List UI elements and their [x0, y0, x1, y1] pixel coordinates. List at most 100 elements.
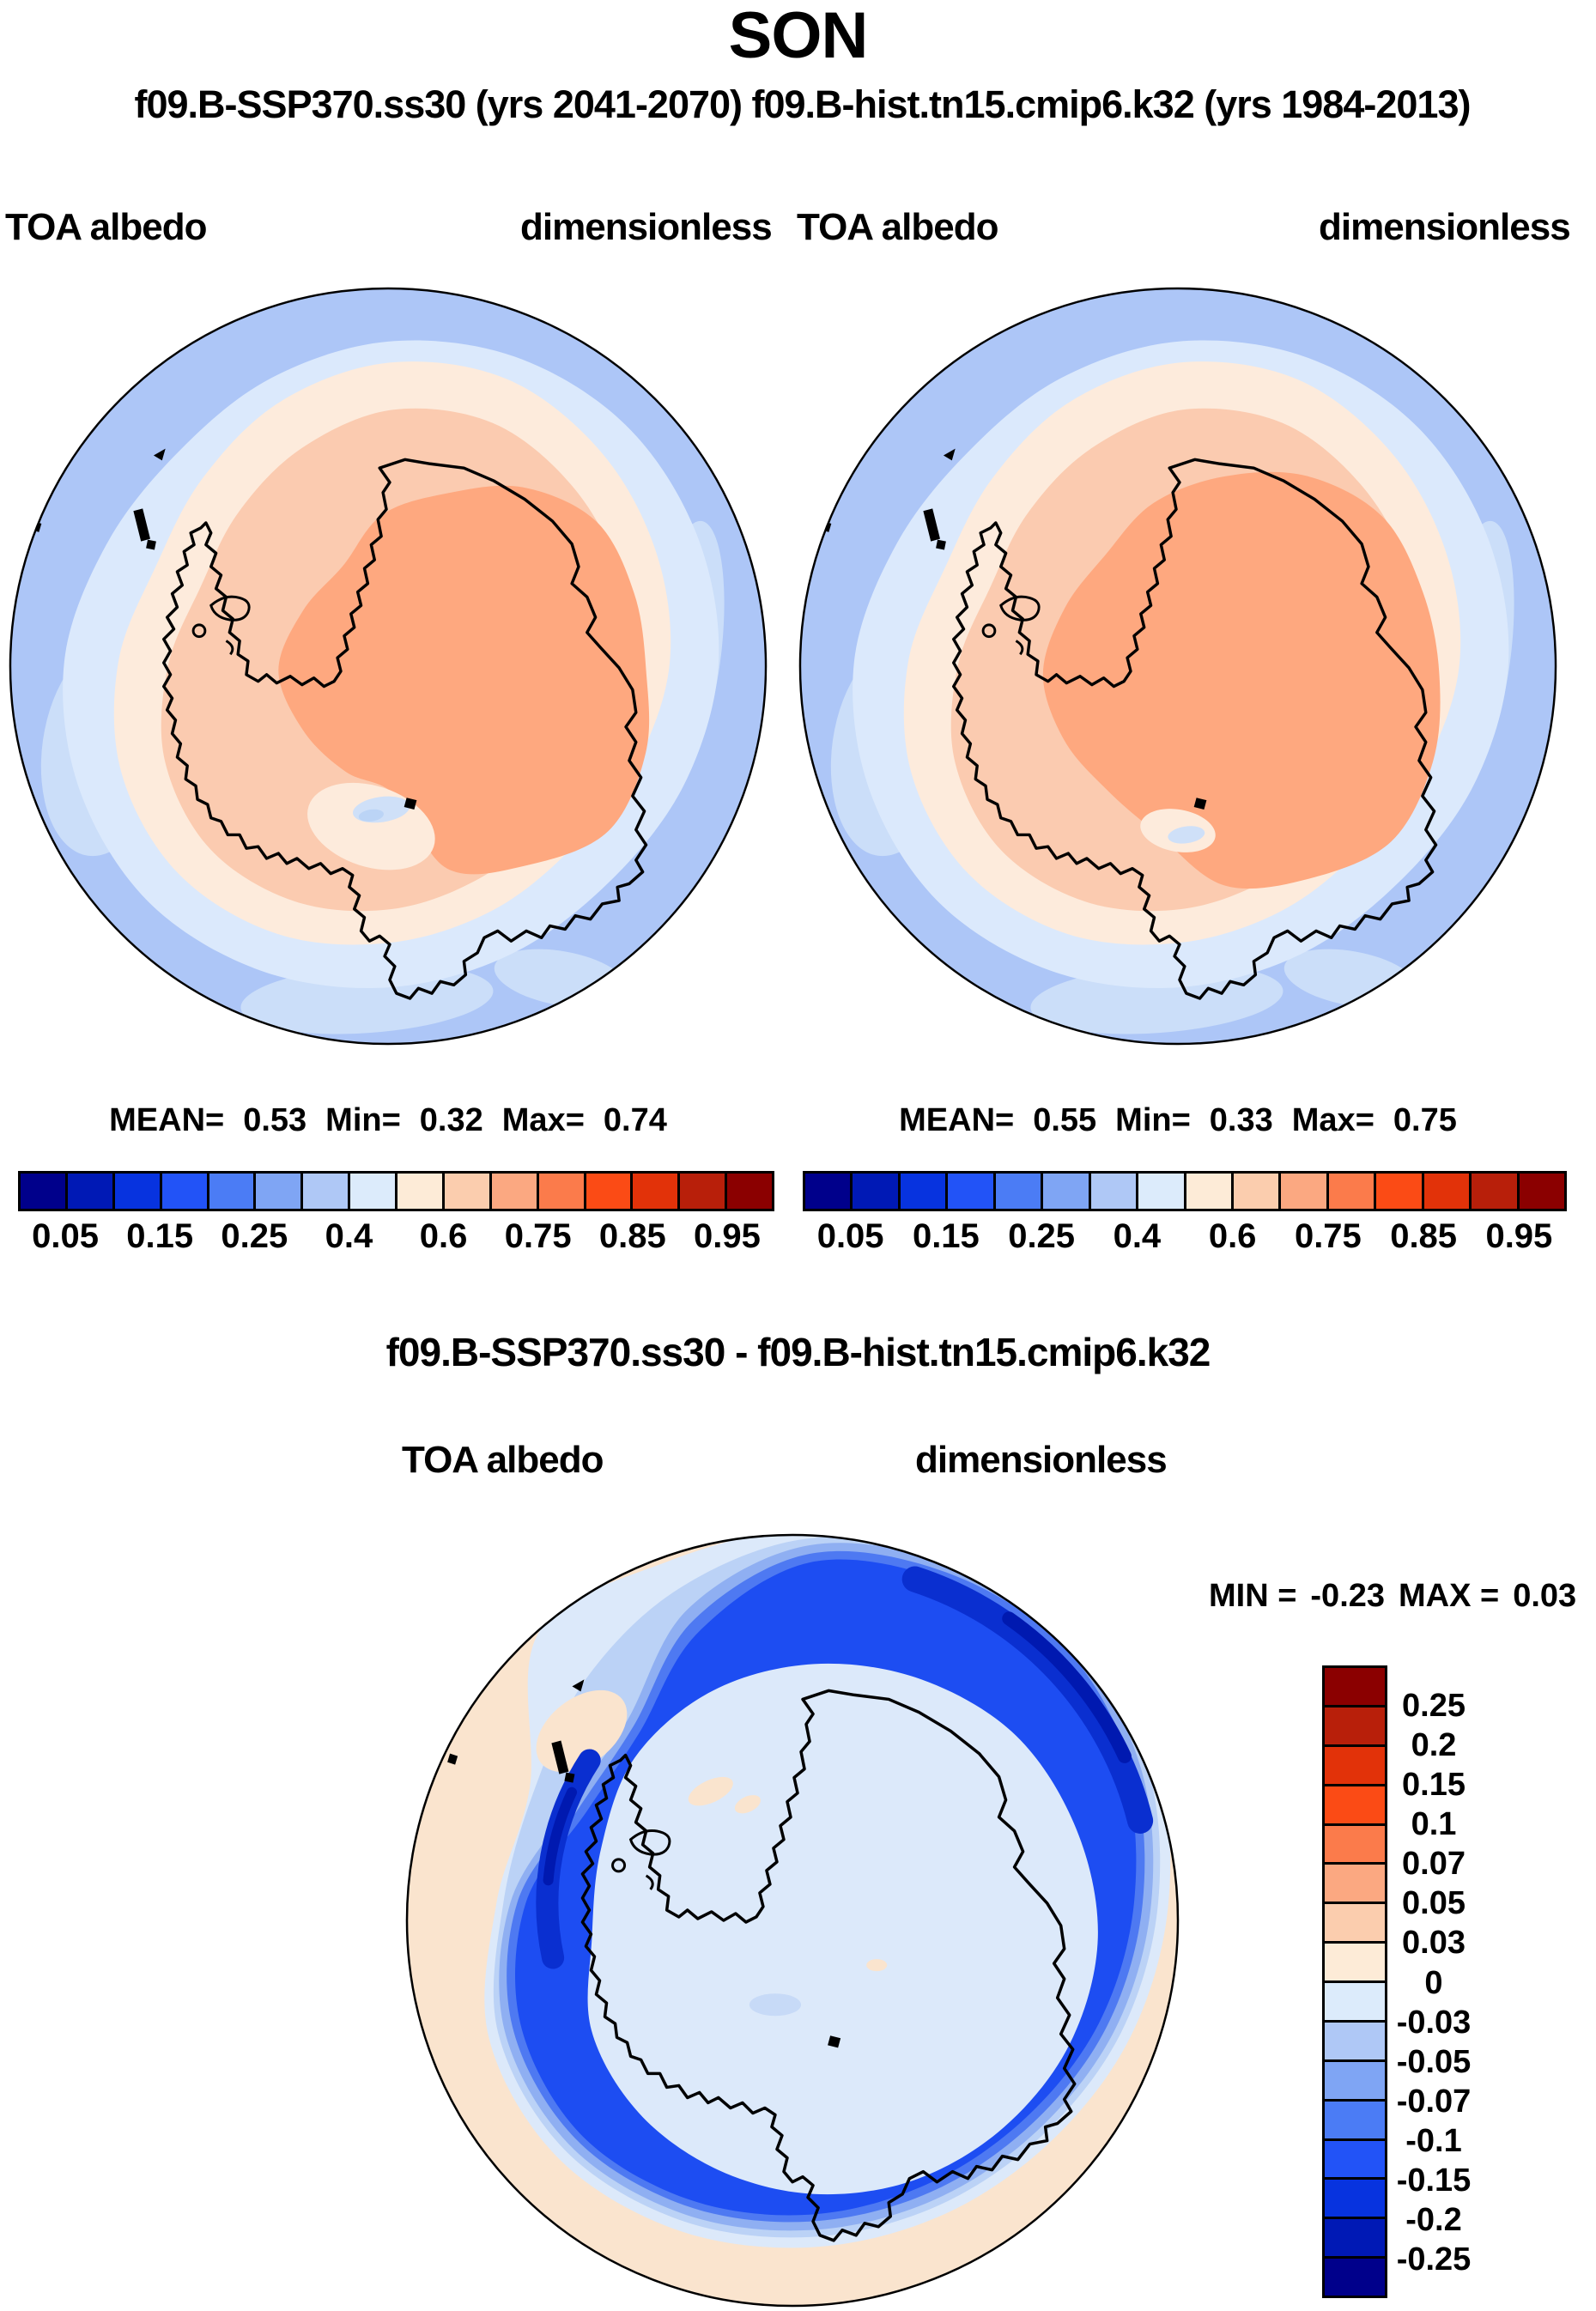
antarctica-coastline: [162, 458, 648, 1000]
min-value: 0.32: [419, 1102, 483, 1138]
colorbar-cell: [1325, 1704, 1385, 1744]
max-label: Max=: [501, 1102, 585, 1138]
max-value: 0.75: [1393, 1102, 1457, 1138]
colorbar-cell: [725, 1174, 772, 1209]
colorbar-cell: [1325, 1862, 1385, 1902]
colorbar-tick: 0.1: [1411, 1806, 1457, 1843]
diff-max-value: 0.03: [1513, 1578, 1577, 1614]
colorbar-tick: 0.6: [419, 1217, 468, 1255]
ice-shelf-edge: [1015, 640, 1024, 656]
colorbar-tick: 0.25: [1008, 1217, 1076, 1255]
ice-shelf-edge: [209, 595, 251, 622]
map-boundary-circle: [9, 287, 768, 1046]
colorbar-cell: [677, 1174, 725, 1209]
colorbar-cell: [441, 1174, 489, 1209]
island: [133, 508, 151, 542]
colorbar-cell: [1325, 1980, 1385, 2020]
colorbar-tick: 0.2: [1411, 1727, 1457, 1764]
colorbar-cell: [897, 1174, 946, 1209]
diff-max-label: MAX =: [1399, 1578, 1500, 1614]
mean-label: MEAN=: [899, 1102, 1015, 1138]
colorbar-tick: 0.75: [1294, 1217, 1362, 1255]
island: [447, 1753, 458, 1765]
colorbar-cell: [850, 1174, 898, 1209]
colorbar-cell: [1325, 1783, 1385, 1823]
colorbar-cell: [630, 1174, 678, 1209]
colorbar-cell: [1374, 1174, 1422, 1209]
map-boundary-circle: [405, 1533, 1180, 2308]
colorbar-tick: -0.03: [1396, 2004, 1472, 2041]
colorbar-left-ticks: 0.05 0.15 0.25 0.4 0.6 0.75 0.85 0.95: [18, 1217, 774, 1260]
map-difference: [405, 1533, 1180, 2308]
island: [404, 798, 417, 810]
colorbar-cell: [1325, 1823, 1385, 1863]
map-boundary-circle: [798, 287, 1557, 1046]
difference-colorbar: [1322, 1665, 1387, 2298]
colorbar-cell: [1278, 1174, 1326, 1209]
colorbar-right: [803, 1171, 1567, 1211]
colorbar-tick: 0.4: [1113, 1217, 1162, 1255]
colorbar-cell: [348, 1174, 395, 1209]
difference-title: f09.B-SSP370.ss30 - f09.B-hist.tn15.cmip…: [385, 1330, 1211, 1374]
colorbar-cell: [1041, 1174, 1089, 1209]
colorbar-cell: [21, 1174, 65, 1209]
colorbar-cell: [1325, 2177, 1385, 2217]
colorbar-cell: [805, 1174, 851, 1209]
panel-left-units-label: dimensionless: [520, 206, 773, 248]
mean-value: 0.53: [243, 1102, 307, 1138]
figure-subtitle: f09.B-SSP370.ss30 (yrs 2041-2070) f09.B-…: [134, 82, 1472, 126]
colorbar-cell: [1325, 2098, 1385, 2138]
stats-right: MEAN= 0.55 Min= 0.33 Max= 0.75: [798, 1102, 1557, 1139]
colorbar-cell: [1183, 1174, 1231, 1209]
colorbar-cell: [1325, 1668, 1385, 1705]
min-label: Min=: [1115, 1102, 1191, 1138]
colorbar-cell: [64, 1174, 112, 1209]
island: [551, 1740, 569, 1774]
colorbar-cell: [1325, 1902, 1385, 1942]
colorbar-tick: 0.75: [504, 1217, 572, 1255]
colorbar-cell: [1088, 1174, 1137, 1209]
colorbar-tick: 0: [1424, 1964, 1443, 2001]
colorbar-tick: 0.15: [1402, 1767, 1466, 1804]
max-value: 0.74: [603, 1102, 667, 1138]
island: [564, 1772, 575, 1783]
colorbar-tick: -0.25: [1396, 2241, 1472, 2278]
colorbar-cell: [1325, 1941, 1385, 1980]
mean-value: 0.55: [1033, 1102, 1097, 1138]
island: [153, 448, 166, 461]
colorbar-tick: 0.95: [694, 1217, 761, 1255]
colorbar-tick: 0.07: [1402, 1846, 1466, 1883]
colorbar-cell: [1469, 1174, 1517, 1209]
diff-min-value: -0.23: [1310, 1578, 1386, 1614]
difference-variable-label: TOA albedo: [402, 1439, 604, 1481]
colorbar-cell: [945, 1174, 993, 1209]
panel-left-variable-label: TOA albedo: [5, 206, 207, 248]
colorbar-cell: [1325, 2138, 1385, 2178]
colorbar-cell: [395, 1174, 442, 1209]
island: [1193, 798, 1207, 810]
colorbar-tick: -0.2: [1405, 2202, 1462, 2239]
colorbar-cell: [1325, 1744, 1385, 1784]
colorbar-cell: [1325, 2019, 1385, 2059]
colorbar-tick: 0.03: [1402, 1925, 1466, 1962]
colorbar-cell: [159, 1174, 207, 1209]
colorbar-cell: [1325, 2256, 1385, 2296]
colorbar-cell: [206, 1174, 254, 1209]
colorbar-tick: -0.1: [1405, 2122, 1462, 2159]
colorbar-cell: [1230, 1174, 1279, 1209]
min-label: Min=: [325, 1102, 401, 1138]
colorbar-cell: [112, 1174, 160, 1209]
island: [572, 1679, 585, 1692]
colorbar-tick: 0.25: [1402, 1688, 1466, 1725]
colorbar-cell: [536, 1174, 584, 1209]
antarctica-coastline: [952, 458, 1438, 1000]
colorbar-cell: [992, 1174, 1041, 1209]
colorbar-tick: 0.6: [1208, 1217, 1257, 1255]
colorbar-right-ticks: 0.05 0.15 0.25 0.4 0.6 0.75 0.85 0.95: [803, 1217, 1567, 1260]
figure-title: SON: [728, 0, 869, 72]
island: [923, 508, 941, 542]
map-right-albedo: [798, 287, 1557, 1046]
max-label: Max=: [1291, 1102, 1375, 1138]
colorbar-tick: 0.85: [1390, 1217, 1458, 1255]
